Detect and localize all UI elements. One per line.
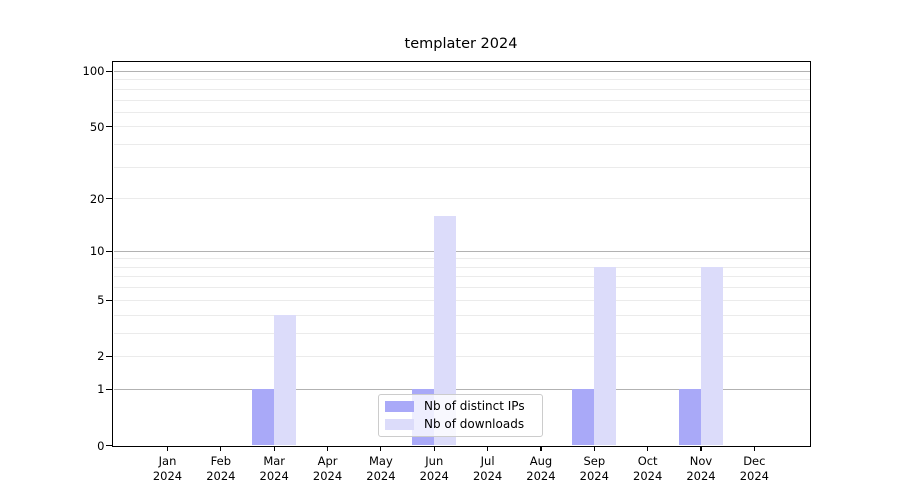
y-axis-tick [106,388,113,390]
x-axis-tick [220,446,222,452]
bar-downloads [274,315,297,446]
bar-downloads [701,267,723,446]
x-tick-label: Dec 2024 [739,453,769,483]
y-tick-label: 50 [89,119,105,134]
gridline-minor [113,314,810,316]
gridline-major [113,388,810,390]
bar-distinct-ips [252,389,275,446]
y-tick-label: 100 [82,64,105,79]
x-axis-tick [273,446,275,452]
x-axis-tick [166,446,169,452]
gridline-minor [113,276,810,278]
gridline-minor [113,111,810,113]
x-axis-tick [380,446,382,452]
gridline-minor [113,198,810,200]
y-tick-label: 2 [97,349,105,364]
gridline-minor [113,99,810,101]
bar-distinct-ips [679,389,701,446]
y-axis-tick [106,70,113,73]
x-tick-label: May 2024 [366,453,396,483]
gridline-minor [113,126,810,128]
gridline-minor [113,287,810,289]
bar-distinct-ips [572,389,595,446]
x-axis-tick [487,446,489,452]
legend-swatch-distinct-ips-icon [385,400,414,412]
x-tick-label: Apr 2024 [312,453,343,483]
y-axis-tick [106,126,113,128]
x-axis-tick [593,446,595,452]
x-tick-label: Oct 2024 [633,453,663,483]
gridline-major [113,70,810,72]
y-tick-label: 20 [89,191,105,206]
legend-item-distinct-ips: Nb of distinct IPs [385,399,536,413]
gridline-minor [113,355,810,357]
y-axis-tick [106,250,113,252]
gridline-minor [113,332,810,334]
x-tick-label: Jun 2024 [419,453,449,483]
legend-label-distinct-ips: Nb of distinct IPs [424,399,525,413]
x-tick-label: Mar 2024 [259,453,289,483]
legend-item-downloads: Nb of downloads [385,417,536,431]
x-axis-tick [433,446,435,452]
y-axis-tick [106,355,113,358]
gridline-minor [113,144,810,146]
chart-title: templater 2024 [404,36,518,52]
y-tick-label: 5 [97,293,105,308]
x-tick-label: Feb 2024 [206,453,236,483]
gridline-minor [113,166,810,168]
gridline-minor [113,299,810,301]
bar-downloads [594,267,617,446]
x-tick-label: Sep 2024 [579,453,609,483]
x-tick-label: Jan 2024 [152,453,183,483]
y-axis-tick [106,299,113,301]
y-tick-label: 0 [97,438,105,453]
x-tick-label: Aug 2024 [526,453,556,483]
gridline-major [113,250,810,252]
x-axis-tick [700,446,702,452]
plot-area [112,60,812,447]
legend: Nb of distinct IPs Nb of downloads [378,393,543,437]
y-tick-label: 10 [89,244,105,259]
bar-downloads [434,215,457,446]
y-axis-tick [106,444,113,447]
gridline-minor [113,266,810,268]
gridline-minor [113,88,810,90]
gridline-minor [113,79,810,81]
x-axis-tick [326,446,329,452]
y-tick-label: 1 [97,382,105,397]
y-axis-tick [106,198,113,200]
x-axis-tick [753,446,755,452]
x-axis-tick [540,446,542,452]
gridline-minor [113,258,810,260]
x-tick-label: Nov 2024 [686,453,716,483]
x-axis-tick [647,446,649,452]
x-tick-label: Jul 2024 [472,453,503,483]
legend-swatch-downloads-icon [385,418,414,430]
legend-label-downloads: Nb of downloads [424,417,525,431]
